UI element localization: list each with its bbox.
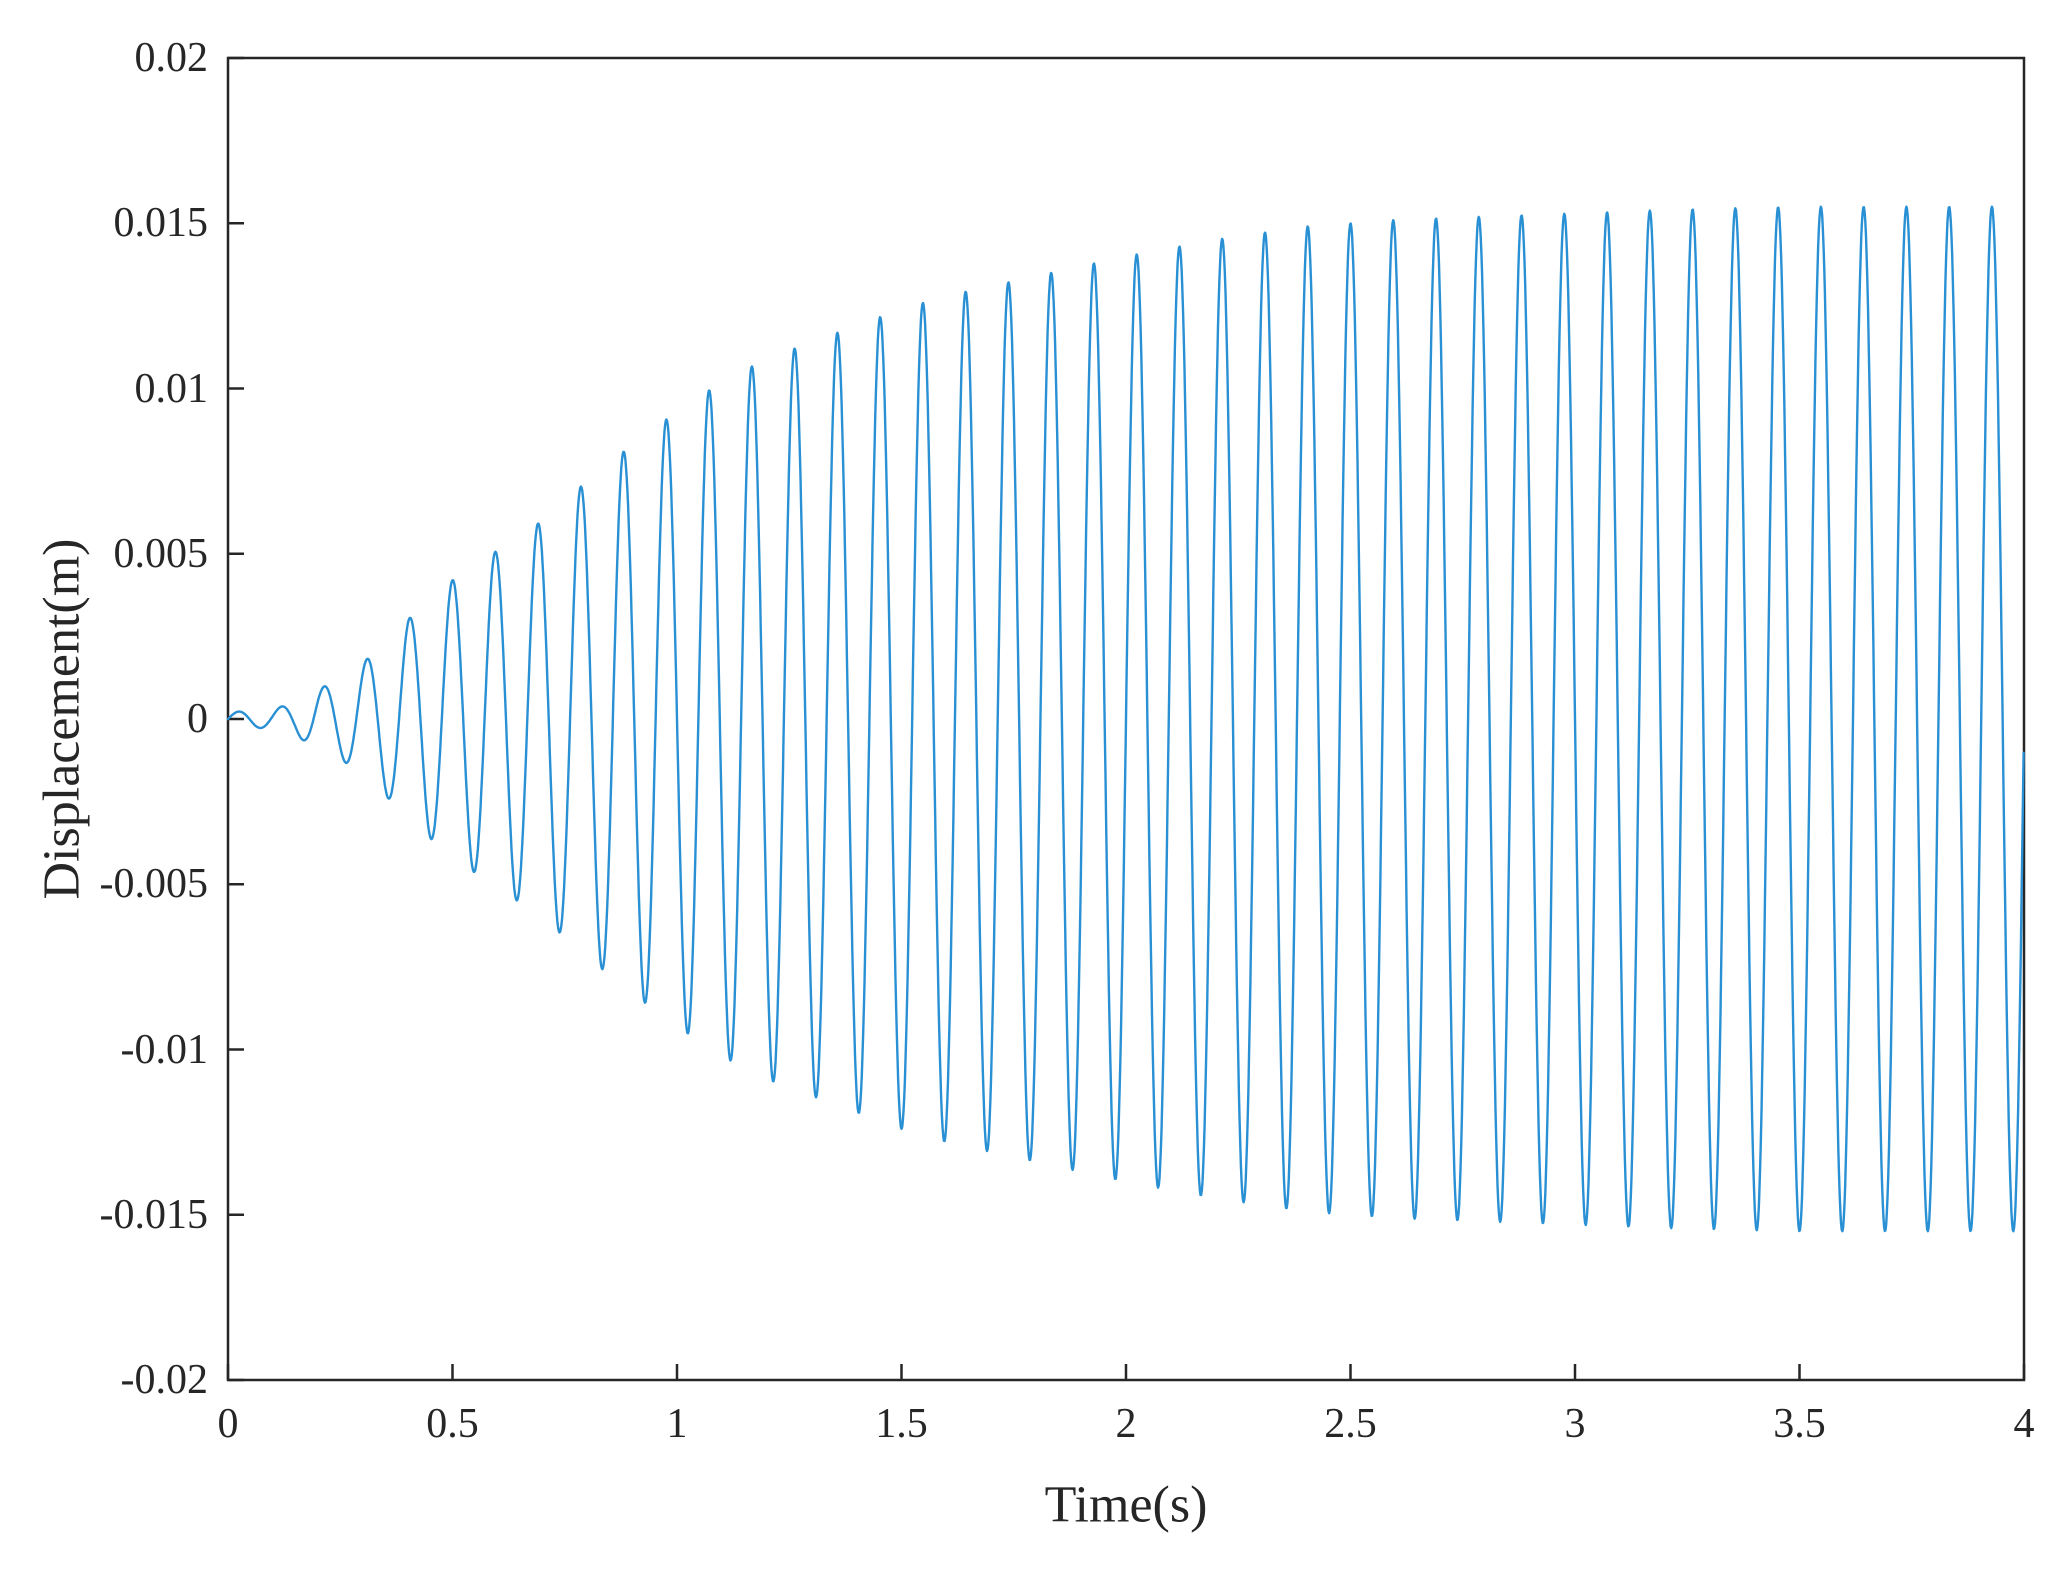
y-tick-label: 0.02 <box>134 35 209 81</box>
y-tick-label: 0.015 <box>113 200 209 247</box>
x-tick-label: 0 <box>217 1401 239 1447</box>
x-tick-label: 1 <box>666 1401 688 1447</box>
x-tick-label: 0.5 <box>426 1401 479 1447</box>
x-tick-label: 3.5 <box>1773 1401 1826 1447</box>
x-tick-label: 2.5 <box>1324 1401 1377 1447</box>
y-tick-label: 0.005 <box>113 530 209 577</box>
x-tick-label: 4 <box>2013 1401 2035 1447</box>
y-tick-label: -0.015 <box>99 1191 209 1238</box>
y-tick-label: -0.005 <box>99 861 209 908</box>
waveform-line <box>226 205 2025 1233</box>
x-tick-label: 1.5 <box>875 1401 928 1447</box>
x-tick-label: 3 <box>1564 1401 1586 1447</box>
y-tick-label: -0.01 <box>120 1026 209 1073</box>
y-tick-label: -0.02 <box>120 1357 209 1403</box>
x-tick-label: 2 <box>1115 1401 1137 1447</box>
y-tick-label: 0 <box>187 696 208 742</box>
y-tick-label: 0.01 <box>134 365 209 412</box>
x-axis-label: Time(s) <box>1044 1476 1208 1534</box>
